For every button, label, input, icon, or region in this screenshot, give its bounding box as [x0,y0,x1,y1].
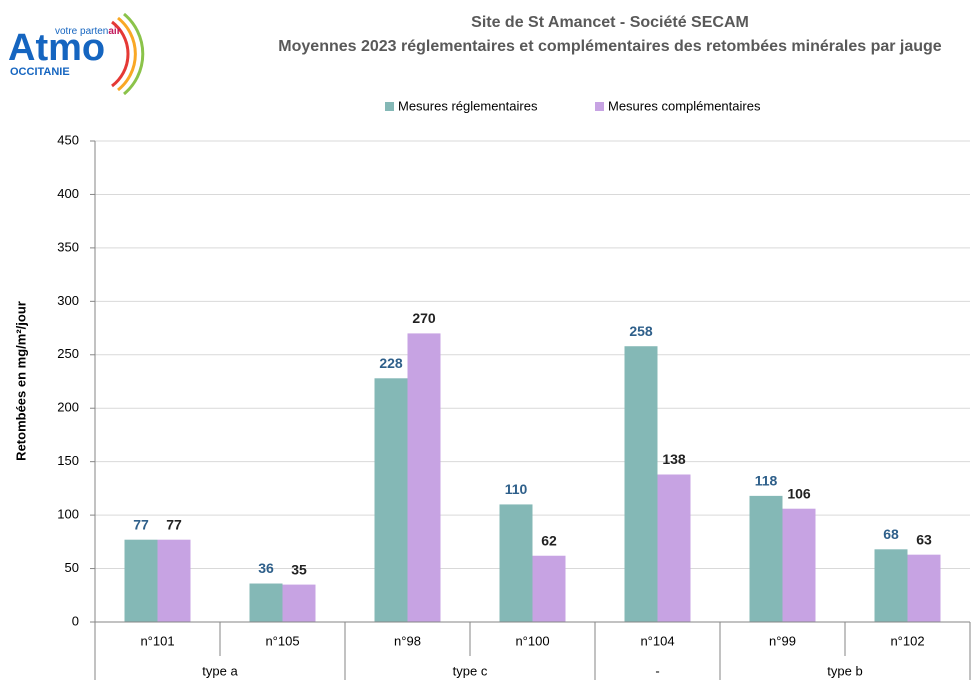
logo-name: Atmo [8,27,105,69]
logo-arc [117,16,137,92]
data-label: 258 [629,323,653,339]
bar [282,584,316,622]
logo-region: OCCITANIE [10,66,70,78]
y-tick-label: 300 [57,293,79,308]
logo-arc [111,20,130,88]
logo-tagline: votre partenair [55,26,121,37]
bar [407,333,441,622]
group-label: type c [453,663,488,678]
y-tick-label: 450 [57,132,79,147]
bar [657,474,691,622]
data-label: 63 [916,531,932,547]
bar [874,549,908,622]
bar [499,504,533,622]
data-label: 68 [883,526,899,542]
bar [124,539,158,622]
x-tick-label: n°104 [640,633,674,648]
y-tick-label: 350 [57,239,79,254]
y-axis-label: Retombées en mg/m²/jour [13,301,28,461]
group-label: type b [827,663,862,678]
bar [157,539,191,622]
x-tick-label: n°102 [890,633,924,648]
data-label: 118 [755,473,778,489]
y-tick-label: 0 [72,613,79,628]
y-tick-label: 200 [57,400,79,415]
x-tick-label: n°101 [140,633,174,648]
legend-label: Mesures réglementaires [398,98,538,113]
data-label: 270 [412,310,436,326]
y-tick-label: 50 [65,560,79,575]
bar [624,346,658,622]
data-label: 35 [291,561,307,577]
group-label: type a [202,663,238,678]
legend-swatch [595,102,604,111]
group-label: - [655,663,659,678]
bar [907,554,941,622]
x-tick-label: n°100 [515,633,549,648]
data-label: 36 [258,560,274,576]
data-label: 77 [166,516,182,532]
data-label: 77 [133,516,149,532]
chart-subtitle: Moyennes 2023 réglementaires et compléme… [278,38,942,55]
bar [532,555,566,622]
bar [249,583,283,622]
y-tick-label: 400 [57,186,79,201]
y-tick-label: 150 [57,453,79,468]
x-tick-label: n°98 [394,633,421,648]
chart-title: Site de St Amancet - Société SECAM [471,14,749,31]
data-label: 110 [505,481,528,497]
x-tick-label: n°99 [769,633,796,648]
data-label: 106 [787,485,811,501]
data-label: 138 [662,451,686,467]
legend-label: Mesures complémentaires [608,98,761,113]
x-tick-label: n°105 [265,633,299,648]
logo-arc [123,12,145,96]
data-label: 228 [379,355,403,371]
bar [374,378,408,622]
bar [782,508,816,622]
logo: votre partenair Atmo OCCITANIE [8,12,145,96]
data-label: 62 [541,532,557,548]
y-tick-label: 250 [57,346,79,361]
y-tick-label: 100 [57,507,79,522]
bar [749,495,783,622]
legend-swatch [385,102,394,111]
